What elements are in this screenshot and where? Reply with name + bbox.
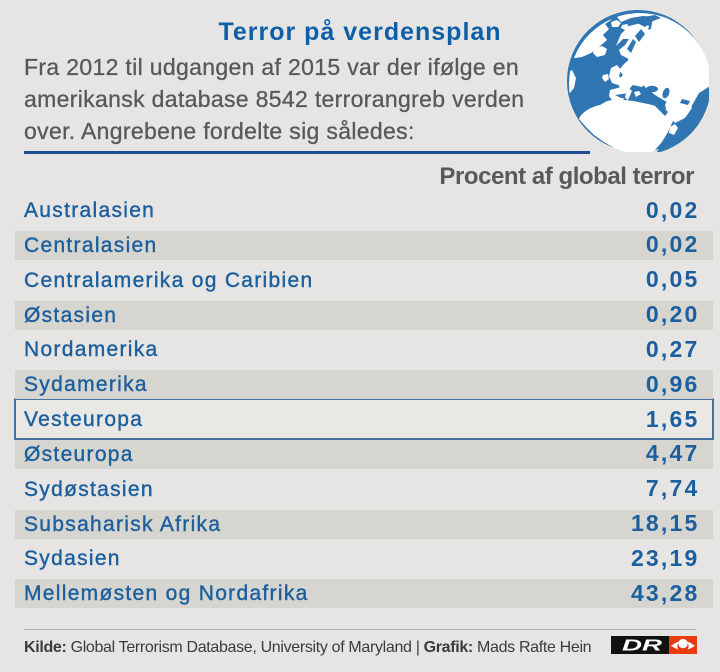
svg-text:DR: DR bbox=[622, 638, 663, 654]
